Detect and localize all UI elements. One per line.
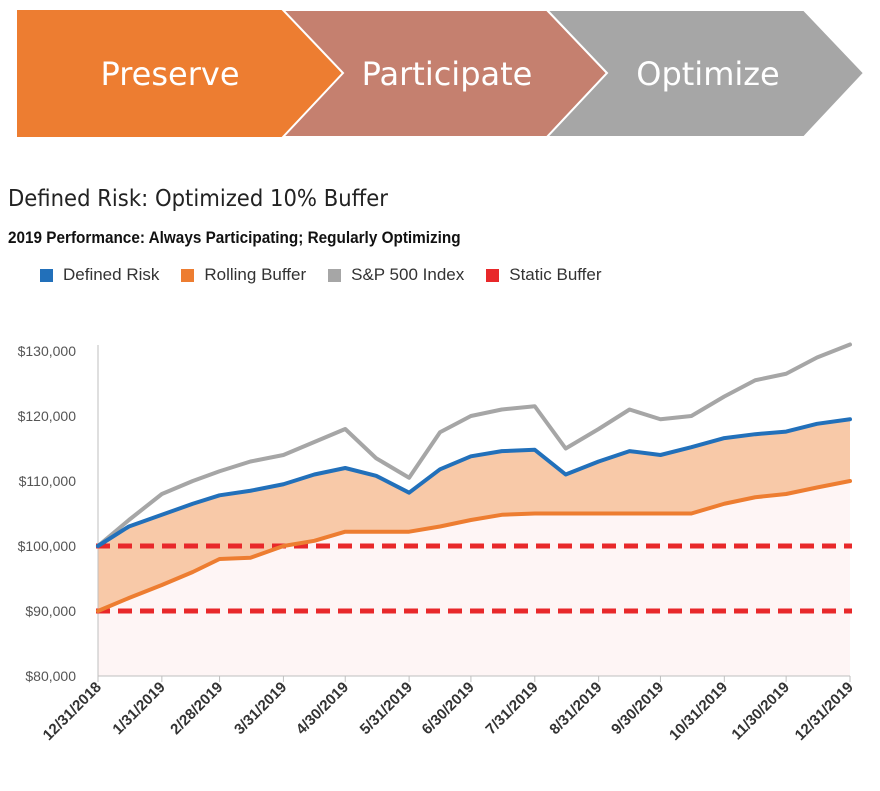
legend-swatch [328,268,342,282]
legend-item-static-buffer: Static Buffer [486,265,602,285]
y-tick-label: $130,000 [18,343,77,359]
x-tick-label: 4/30/2019 [293,679,352,738]
y-tick-label: $120,000 [18,408,77,424]
legend-item-sp500: S&P 500 Index [328,265,464,285]
x-tick-label: 7/31/2019 [482,679,541,738]
chart-title: Defined Risk: Optimized 10% Buffer [8,186,388,212]
x-tick-label: 8/31/2019 [546,679,605,738]
chevron-optimize [544,9,866,138]
legend-item-rolling-buffer: Rolling Buffer [181,265,306,285]
legend-label: S&P 500 Index [351,265,465,284]
chevron-label-participate: Participate [362,55,533,93]
legend-label: Defined Risk [63,265,160,284]
downside-area [98,481,850,676]
x-tick-label: 2/28/2019 [167,679,226,738]
x-tick-label: 5/31/2019 [357,679,416,738]
x-tick-label: 9/30/2019 [608,679,667,738]
legend-item-defined-risk: Defined Risk [40,265,159,285]
rolling-buffer-line [96,479,852,613]
legend-swatch [486,268,500,282]
chart-subtitle: 2019 Performance: Always Participating; … [8,228,461,247]
chevron-label-preserve: Preserve [100,55,239,93]
y-tick-label: $110,000 [19,473,77,489]
buffer-band-area [98,419,850,611]
performance-chart: $80,000 $90,000 $100,000 $110,000 $120,000 $1… [18,342,857,744]
y-tick-label: $80,000 [25,668,76,684]
legend-label: Rolling Buffer [204,265,307,284]
x-tick-label: 1/31/2019 [109,679,168,738]
y-tick-label: $90,000 [25,603,76,619]
y-tick-label: $100,000 [18,538,77,554]
x-tick-label: 12/31/2018 [40,679,105,744]
chart-legend: Defined Risk Rolling Buffer S&P 500 Inde… [40,265,624,285]
x-tick-label: 3/31/2019 [231,679,290,738]
legend-swatch [181,268,195,282]
legend-swatch [40,268,53,282]
chevron-preserve [17,10,343,137]
defined-risk-line [96,417,852,548]
x-tick-label: 6/30/2019 [419,679,478,738]
process-banner: Preserve Participate Optimize [17,9,866,138]
chevron-label-optimize: Optimize [636,55,779,93]
x-tick-label: 12/31/2019 [792,679,857,744]
sp500-line [96,342,852,548]
x-tick-label: 11/30/2019 [728,679,793,744]
legend-label: Static Buffer [509,265,602,284]
x-tick-label: 10/31/2019 [666,679,731,744]
